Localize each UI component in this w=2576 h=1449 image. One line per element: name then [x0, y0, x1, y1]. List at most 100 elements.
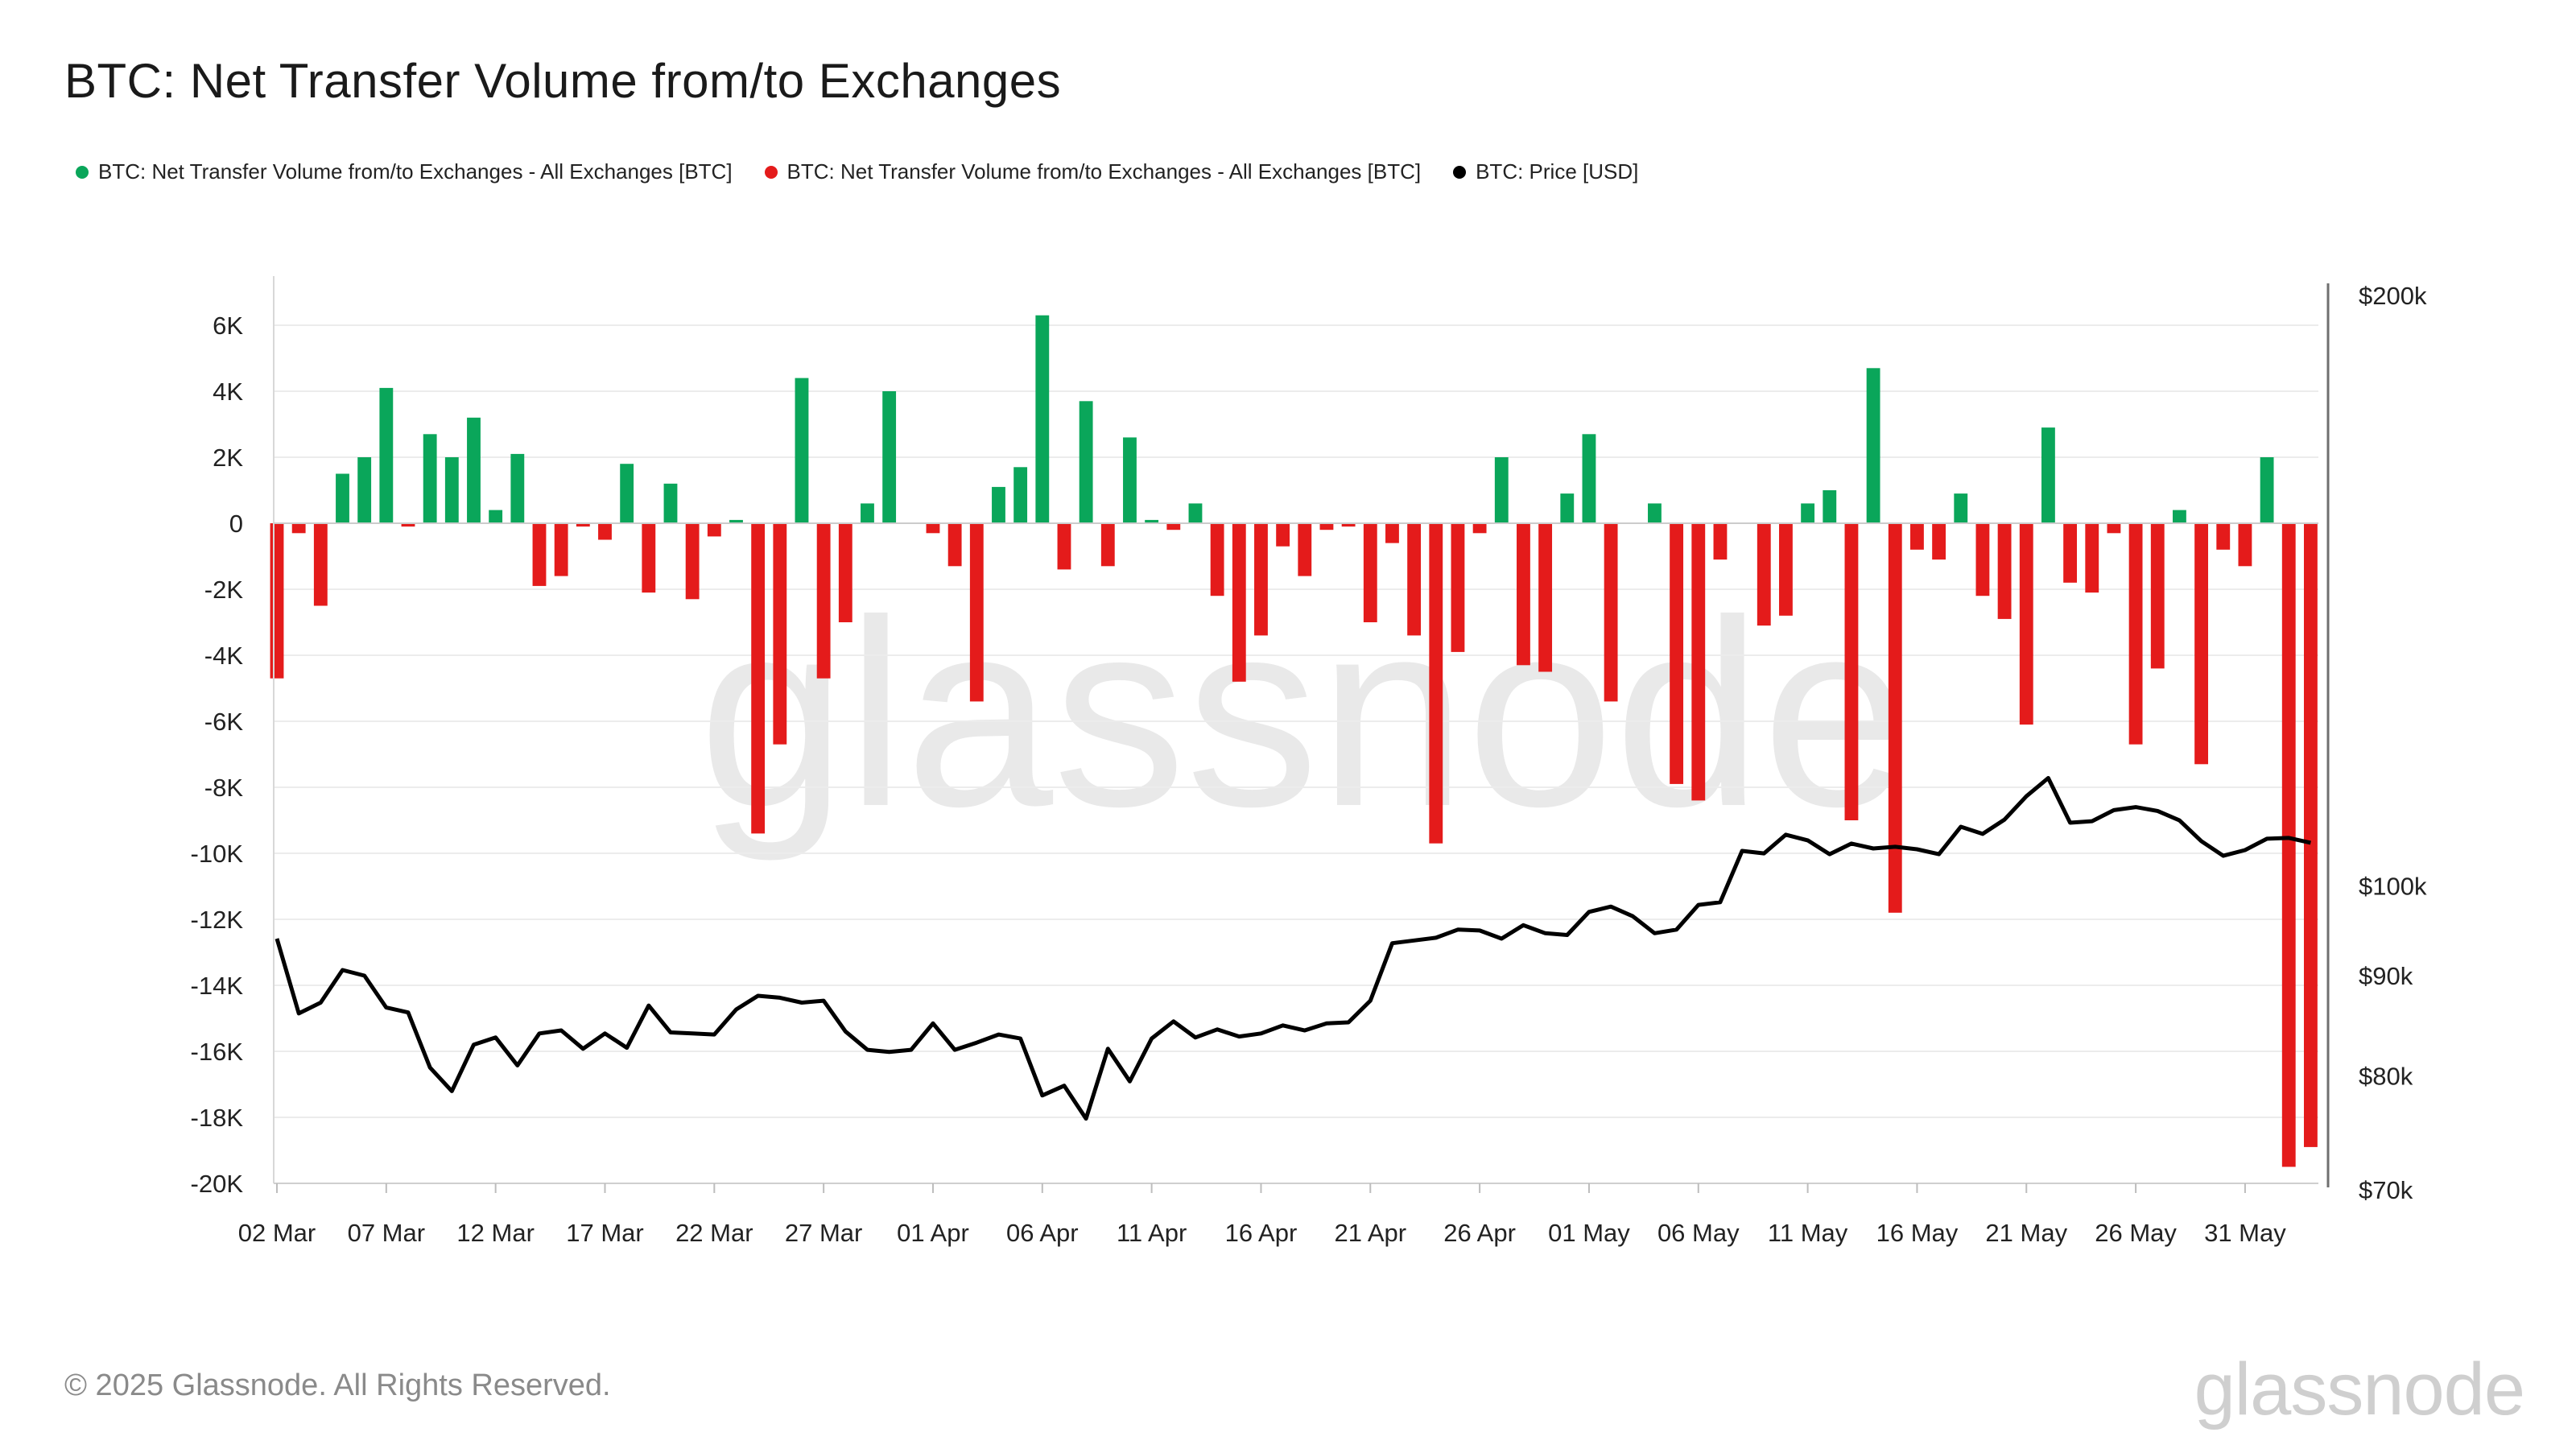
- bar-outflow: [313, 523, 328, 606]
- left-y-axis-labels: 6K 4K 2K 0 -2K -4K -6K -8K -10K -12K -14K -16K -18K -…: [191, 312, 244, 1198]
- x-tick-label: 16 Apr: [1225, 1219, 1298, 1247]
- bar-inflow: [467, 417, 481, 523]
- bar-outflow: [2107, 523, 2121, 534]
- legend-dot-red: [764, 165, 778, 179]
- bar-outflow: [1779, 523, 1793, 616]
- y-tick-label: -6K: [204, 708, 244, 736]
- bar-outflow: [1407, 523, 1422, 636]
- bar-outflow: [642, 523, 656, 593]
- legend-item-price[interactable]: BTC: Price [USD]: [1453, 159, 1638, 184]
- bar-inflow: [2041, 427, 2055, 523]
- x-tick-label: 26 Apr: [1443, 1219, 1516, 1247]
- bar-inflow: [1035, 315, 1050, 523]
- chart-title: BTC: Net Transfer Volume from/to Exchang…: [64, 54, 1062, 108]
- x-tick-label: 07 Mar: [348, 1219, 425, 1247]
- bar-inflow: [357, 457, 372, 523]
- bar-inflow: [1494, 457, 1509, 523]
- x-tick-label: 11 May: [1768, 1219, 1848, 1247]
- x-tick-label: 02 Mar: [238, 1219, 316, 1247]
- right-y-axis-labels: $200k $100k $90k $80k $70k: [2359, 282, 2427, 1204]
- bar-outflow: [2150, 523, 2165, 669]
- bar-outflow: [576, 523, 590, 527]
- bar-outflow: [1757, 523, 1771, 626]
- y-tick-label: 4K: [213, 378, 243, 406]
- bar-inflow: [1823, 490, 1837, 523]
- bar-inflow: [882, 391, 897, 523]
- bar-outflow: [2281, 523, 2296, 1167]
- chart-legend: BTC: Net Transfer Volume from/to Exchang…: [76, 159, 1638, 184]
- bar-inflow: [1648, 503, 1662, 523]
- bar-outflow: [2128, 523, 2143, 745]
- bar-inflow: [2173, 510, 2186, 523]
- bar-inflow: [1866, 368, 1880, 523]
- bar-inflow: [510, 453, 525, 523]
- bar-outflow: [2303, 523, 2318, 1147]
- bar-outflow: [1691, 523, 1706, 801]
- bar-outflow: [773, 523, 787, 745]
- bar-inflow: [489, 510, 503, 523]
- bar-inflow: [1188, 503, 1203, 523]
- x-tick-label: 17 Mar: [566, 1219, 643, 1247]
- watermark: glassnode: [699, 564, 1910, 863]
- bar-inflow: [861, 503, 874, 523]
- bar-inflow: [1582, 434, 1596, 523]
- bar-inflow: [729, 519, 743, 523]
- bar-outflow: [751, 523, 766, 834]
- bar-inflow: [1145, 519, 1159, 523]
- bar-outflow: [1276, 523, 1290, 547]
- y-tick-label: -8K: [204, 774, 244, 802]
- bar-outflow: [1057, 523, 1071, 570]
- bar-outflow: [1232, 523, 1246, 682]
- bar-outflow: [926, 523, 940, 534]
- y-tick-label: 2K: [213, 444, 243, 472]
- bar-outflow: [401, 523, 415, 527]
- bar-outflow: [1997, 523, 2012, 619]
- bar-outflow: [598, 523, 612, 540]
- right-y-tick-label: $100k: [2359, 873, 2427, 901]
- x-tick-label: 16 May: [1876, 1219, 1959, 1247]
- legend-item-outflow-red[interactable]: BTC: Net Transfer Volume from/to Exchang…: [764, 159, 1421, 184]
- y-tick-label: 0: [229, 510, 243, 538]
- glassnode-logo: glassnode: [2194, 1348, 2525, 1430]
- legend-item-inflow-green[interactable]: BTC: Net Transfer Volume from/to Exchang…: [76, 159, 733, 184]
- bar-outflow: [1910, 523, 1924, 550]
- bar-inflow: [423, 434, 437, 523]
- axes: [273, 276, 2330, 1193]
- bar-outflow: [707, 523, 721, 537]
- x-tick-label: 12 Mar: [456, 1219, 534, 1247]
- legend-label: BTC: Net Transfer Volume from/to Exchang…: [98, 159, 733, 184]
- bar-outflow: [532, 523, 547, 586]
- bar-outflow: [1975, 523, 1990, 597]
- bar-outflow: [2063, 523, 2078, 583]
- bar-outflow: [291, 523, 306, 534]
- bar-inflow: [336, 473, 349, 523]
- bar-series: [270, 315, 2318, 1167]
- x-axis-labels: 02 Mar 07 Mar 12 Mar 17 Mar 22 Mar 27 Mar 01 A…: [238, 1219, 2286, 1247]
- bar-outflow: [554, 523, 568, 576]
- bar-outflow: [1517, 523, 1530, 666]
- y-tick-label: -12K: [191, 906, 244, 934]
- bar-outflow: [1888, 523, 1902, 913]
- bar-inflow: [2260, 457, 2274, 523]
- y-tick-label: -2K: [204, 576, 244, 604]
- bar-inflow: [1801, 503, 1815, 523]
- bar-outflow: [1210, 523, 1224, 597]
- bar-outflow: [1166, 523, 1181, 530]
- bar-outflow: [2194, 523, 2209, 765]
- x-tick-label: 01 May: [1548, 1219, 1630, 1247]
- bar-outflow: [1472, 523, 1487, 534]
- bar-inflow: [663, 483, 678, 523]
- bar-outflow: [816, 523, 831, 679]
- y-tick-label: -10K: [191, 840, 244, 868]
- y-tick-label: -14K: [191, 972, 244, 1000]
- bar-outflow: [1254, 523, 1268, 636]
- x-tick-label: 01 Apr: [897, 1219, 969, 1247]
- x-tick-label: 27 Mar: [785, 1219, 862, 1247]
- bar-outflow: [270, 523, 284, 679]
- x-tick-label: 11 Apr: [1117, 1219, 1187, 1247]
- x-tick-label: 06 Apr: [1006, 1219, 1079, 1247]
- y-tick-label: 6K: [213, 312, 243, 340]
- bar-inflow: [1013, 467, 1028, 523]
- price-line: [275, 776, 2311, 1121]
